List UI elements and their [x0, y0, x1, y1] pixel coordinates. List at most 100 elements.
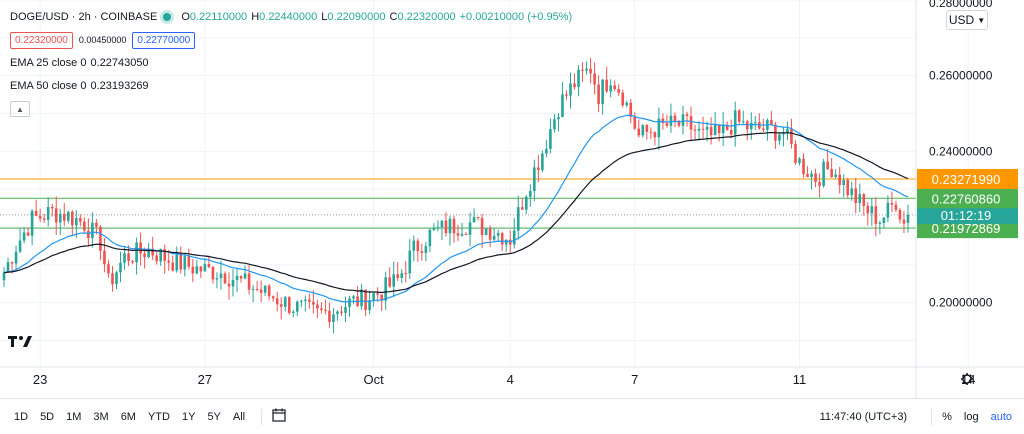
bid-ask-row: 0.22320000 0.00450000 0.22770000 [10, 31, 572, 49]
range-6m[interactable]: 6M [120, 410, 136, 423]
candle-body [689, 116, 693, 130]
candle-body [283, 297, 287, 307]
range-1m[interactable]: 1M [66, 410, 82, 423]
ema25-line [3, 114, 909, 303]
currency-select[interactable]: USD ▼ [946, 10, 988, 30]
candle-body [344, 306, 347, 313]
candle-body [597, 84, 600, 105]
candle-body [42, 218, 46, 220]
candle-body [581, 69, 584, 71]
calendar-icon[interactable] [272, 408, 286, 425]
candle-body [336, 311, 339, 315]
buy-price-button[interactable]: 0.22770000 [132, 31, 196, 49]
range-ytd[interactable]: YTD [147, 410, 170, 423]
candle-body [541, 153, 544, 171]
candle-body [432, 228, 436, 230]
range-all[interactable]: All [232, 410, 246, 423]
log-toggle[interactable]: log [963, 410, 979, 423]
candle-body [725, 124, 729, 130]
candle-body [287, 297, 291, 313]
candle-body [669, 115, 673, 126]
candle-body [874, 206, 878, 224]
candle-body [472, 216, 476, 223]
ema50-label: EMA 50 close 0 [10, 80, 87, 92]
percent-toggle[interactable]: % [942, 410, 952, 423]
x-tick-label: 11 [793, 372, 807, 387]
tradingview-logo-icon[interactable] [8, 334, 34, 352]
candle-body [589, 68, 592, 74]
candle-body [637, 128, 641, 136]
auto-toggle[interactable]: auto [990, 410, 1012, 423]
toolbar-divider [261, 408, 263, 425]
candle-body [444, 220, 448, 234]
candle-body [520, 207, 524, 210]
candle-body [890, 202, 894, 205]
orange-level-label-bg [917, 168, 1018, 189]
candle-body [561, 94, 564, 118]
candle-body [625, 102, 629, 106]
range-3m[interactable]: 3M [93, 410, 109, 423]
range-1y[interactable]: 1Y [181, 410, 196, 423]
candle-body [484, 228, 488, 236]
chevron-up-icon[interactable]: ▲ [10, 101, 30, 117]
candle-body [529, 191, 532, 197]
candle-body [673, 115, 677, 121]
candle-body [22, 232, 26, 241]
candle-body [870, 206, 874, 214]
candle-body [372, 293, 375, 301]
candle-body [304, 299, 307, 301]
candle-body [906, 214, 910, 223]
candle-body [645, 125, 649, 132]
candle-body [681, 114, 685, 126]
candle-body [119, 262, 122, 273]
candle-body [2, 272, 6, 281]
x-tick-label: 27 [198, 372, 212, 387]
candle-body [376, 293, 379, 295]
candle-body [613, 85, 616, 90]
candle-body [549, 129, 552, 149]
x-tick-label: 7 [631, 372, 638, 387]
currency-label: USD [948, 13, 975, 27]
clock-readout[interactable]: 11:47:40 (UTC+3) [819, 410, 908, 423]
range-5y[interactable]: 5Y [207, 410, 221, 423]
candle-body [135, 242, 138, 263]
orange-level-label: 0.23271990 [932, 172, 1001, 187]
ema25-row[interactable]: EMA 25 close 0 0.22743050 [10, 54, 572, 72]
candle-body [50, 207, 54, 209]
candle-body [500, 232, 504, 245]
candle-body [806, 173, 809, 178]
lower-level-label: 0.21972869 [932, 221, 1001, 236]
candle-body [496, 232, 500, 236]
candle-body [468, 222, 472, 235]
sell-price-button[interactable]: 0.22320000 [10, 31, 73, 49]
legend-collapse-row: ▲ [10, 100, 572, 118]
gear-icon[interactable] [961, 373, 973, 385]
candle-body [151, 248, 154, 256]
candle-body [46, 207, 50, 220]
candle-body [14, 251, 18, 264]
candle-body [275, 298, 279, 305]
symbol-title[interactable]: DOGE/USD · 2h · COINBASE [10, 11, 158, 23]
ema50-row[interactable]: EMA 50 close 0 0.23193269 [10, 77, 572, 95]
candle-body [70, 211, 74, 226]
candle-body [786, 128, 789, 134]
candle-body [179, 252, 183, 270]
candle-body [733, 110, 737, 135]
candle-body [227, 283, 231, 287]
ema50-line [3, 131, 909, 294]
candle-body [308, 299, 311, 302]
gear-tooth [962, 381, 965, 384]
candle-body [464, 233, 468, 235]
candle-body [99, 226, 102, 251]
candle-body [902, 219, 906, 224]
candle-body [127, 253, 130, 261]
candle-body [641, 125, 645, 136]
range-1d[interactable]: 1D [14, 410, 29, 423]
candle-body [677, 120, 681, 126]
candle-body [243, 273, 247, 279]
range-5d[interactable]: 5D [40, 410, 55, 423]
candle-body [83, 221, 86, 231]
candle-body [187, 256, 191, 267]
